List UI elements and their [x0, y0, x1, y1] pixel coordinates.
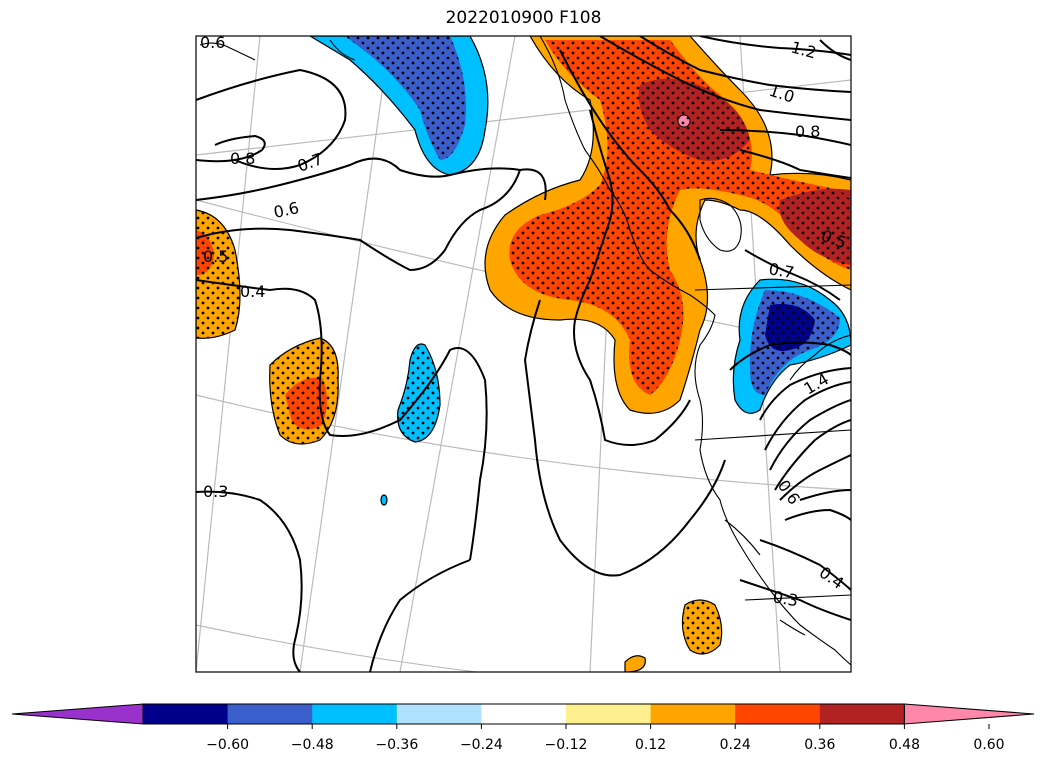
colorbar-tick-label: −0.60 [206, 737, 249, 753]
colorbar-tick-label: −0.12 [545, 737, 588, 753]
colorbar-segment [143, 704, 229, 724]
colorbar-ticks: −0.60 −0.48 −0.36 −0.24 −0.12 0.12 0.24 0.36 0.4… [206, 724, 1005, 753]
contour-label: 0.7 [767, 259, 795, 282]
contour-label: 0.4 [240, 282, 265, 301]
contour-label: 0.6 [272, 198, 301, 222]
colorbar-segment [735, 704, 821, 724]
contour-label: 0.8 [795, 122, 820, 141]
colorbar-segment [650, 704, 736, 724]
colorbar-extend-high [903, 703, 1035, 725]
map-frame [195, 35, 852, 673]
contour-label: 0.8 [230, 149, 255, 168]
contour-label: 0.6 [200, 33, 225, 52]
colorbar-tick-label: −0.48 [291, 737, 334, 753]
colorbar-segment [312, 704, 398, 724]
colorbar-segment [819, 704, 905, 724]
coastlines [199, 36, 851, 666]
colorbar-segment [566, 704, 652, 724]
colorbar-tick-label: −0.36 [375, 737, 418, 753]
shade-blue-speck [380, 494, 388, 506]
colorbar-tick-label: −0.24 [460, 737, 503, 753]
colorbar-tick-label: 0.12 [635, 737, 666, 753]
colorbar-tick-label: 0.24 [720, 737, 751, 753]
contour-lines [196, 36, 851, 672]
contour-label: 0.5 [203, 247, 228, 266]
colorbar-tick-label: 0.36 [804, 737, 835, 753]
colorbar-segment [227, 704, 313, 724]
colorbar-segments [11, 703, 1035, 725]
colorbar-extend-low [11, 703, 144, 725]
colorbar-frame [142, 703, 905, 725]
colorbar-segment [481, 704, 567, 724]
contour-label: 0.3 [771, 587, 799, 610]
colorbar-tick-label: 0.60 [973, 737, 1004, 753]
colorbar-tick-label: 0.48 [889, 737, 920, 753]
plot-title: 2022010900 F108 [445, 8, 602, 28]
contour-label: 0.3 [203, 482, 228, 501]
colorbar-segment [396, 704, 482, 724]
